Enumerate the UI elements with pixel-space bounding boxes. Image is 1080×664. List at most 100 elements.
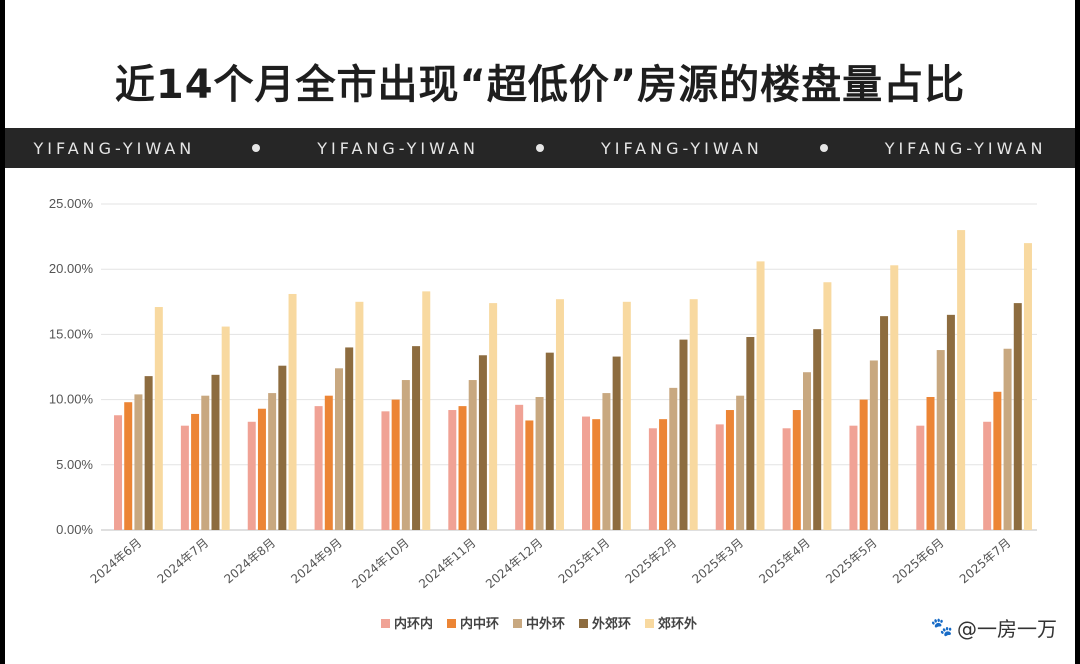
bar: [257, 408, 266, 530]
x-tick-label: 2024年10月: [349, 536, 411, 592]
dot-icon: [535, 144, 544, 152]
bar: [412, 346, 421, 530]
bar: [324, 395, 333, 530]
y-tick-label: 15.00%: [49, 326, 94, 341]
bar: [1013, 303, 1022, 530]
bar: [268, 393, 277, 530]
bar: [869, 360, 878, 530]
y-tick-label: 10.00%: [49, 392, 94, 407]
bar: [525, 420, 534, 530]
x-tick-label: 2024年11月: [416, 536, 478, 592]
legend-swatch: [513, 619, 522, 628]
bar: [946, 314, 955, 530]
bar: [134, 394, 143, 530]
bar: [345, 347, 354, 530]
x-tick-label: 2024年9月: [288, 536, 345, 587]
bar: [957, 230, 966, 530]
paw-icon: 🐾: [930, 617, 953, 638]
x-tick-label: 2024年7月: [155, 536, 212, 587]
bar-chart: 0.00% 5.00% 10.00% 15.00% 20.00% 25.00% 2024年…: [49, 196, 1037, 632]
legend-label: 内环内: [394, 616, 433, 632]
bar: [489, 303, 498, 530]
bar: [191, 413, 200, 530]
bar: [211, 374, 220, 530]
bar: [314, 406, 323, 530]
bar: [555, 299, 564, 530]
legend-label: 外郊环: [591, 616, 631, 632]
bar: [422, 291, 431, 530]
watermark: 🐾 @一房一万: [931, 613, 1057, 642]
bar: [391, 399, 400, 530]
bar: [916, 425, 925, 530]
x-tick-label: 2025年4月: [756, 536, 813, 587]
bar: [381, 411, 390, 530]
bar: [792, 410, 801, 530]
legend-swatch: [381, 619, 390, 628]
x-tick-label: 2025年5月: [823, 536, 880, 587]
bar: [813, 329, 822, 530]
bar: [124, 402, 133, 530]
bar: [592, 419, 601, 530]
bar: [669, 387, 678, 530]
bar: [890, 265, 899, 530]
x-tick-label: 2025年6月: [890, 536, 947, 587]
bar: [288, 293, 297, 530]
legend-swatch: [447, 619, 456, 628]
banner-text: YIFANG-YIWAN: [33, 138, 196, 158]
bar: [1023, 243, 1032, 530]
chart-card: 近14个月全市出现“超低价”房源的楼盘量占比 YIFANG-YIWAN YIFA…: [5, 0, 1075, 664]
x-axis-ticks: 2024年6月 2024年7月 2024年8月 2024年9月 2024年10月 2024…: [88, 536, 1014, 592]
bar: [180, 425, 189, 530]
bar: [401, 380, 410, 530]
bar: [602, 393, 611, 530]
bar: [803, 372, 811, 530]
bar: [515, 404, 524, 530]
bar: [468, 380, 477, 530]
legend-swatch: [645, 619, 654, 628]
y-axis-ticks: 0.00% 5.00% 10.00% 15.00% 20.00% 25.00%: [49, 196, 94, 537]
legend: 内环内 内中环 中外环 外郊环 郊环外: [381, 616, 697, 632]
bar: [648, 428, 657, 530]
x-tick-label: 2024年6月: [88, 536, 145, 587]
bar: [926, 396, 935, 530]
bar: [725, 410, 734, 530]
bar: [448, 410, 457, 530]
bar: [114, 415, 123, 530]
page-title: 近14个月全市出现“超低价”房源的楼盘量占比: [114, 62, 966, 108]
x-tick-label: 2025年7月: [957, 536, 1014, 587]
bar: [880, 316, 889, 530]
bar: [936, 350, 945, 530]
bar: [545, 352, 554, 530]
x-tick-label: 2025年3月: [689, 536, 746, 587]
y-tick-label: 25.00%: [49, 196, 94, 211]
bar: [859, 399, 868, 530]
legend-label: 中外环: [526, 616, 565, 632]
bar: [689, 299, 698, 530]
banner-text: YIFANG-YIWAN: [317, 138, 479, 158]
bar: [782, 428, 791, 530]
bar: [756, 261, 765, 530]
bar: [221, 326, 230, 530]
bar: [983, 421, 992, 530]
bar: [993, 391, 1002, 530]
bar: [622, 301, 631, 530]
bar: [478, 355, 487, 530]
bars: [114, 230, 1032, 530]
bar: [612, 356, 621, 530]
y-tick-label: 5.00%: [56, 457, 93, 472]
bar: [144, 376, 153, 530]
bar: [458, 406, 467, 530]
bar: [278, 365, 287, 530]
bar: [715, 424, 724, 530]
bar: [1003, 348, 1012, 530]
brand-banner: YIFANG-YIWAN YIFANG-YIWAN YIFANG-YIWAN Y…: [5, 128, 1075, 168]
dot-icon: [252, 144, 261, 152]
bar: [679, 339, 688, 530]
x-tick-label: 2025年1月: [556, 536, 613, 587]
y-tick-label: 0.00%: [56, 522, 93, 537]
bar: [736, 395, 745, 530]
bar: [849, 425, 858, 530]
y-tick-label: 20.00%: [49, 261, 94, 276]
legend-label: 郊环外: [658, 616, 697, 632]
